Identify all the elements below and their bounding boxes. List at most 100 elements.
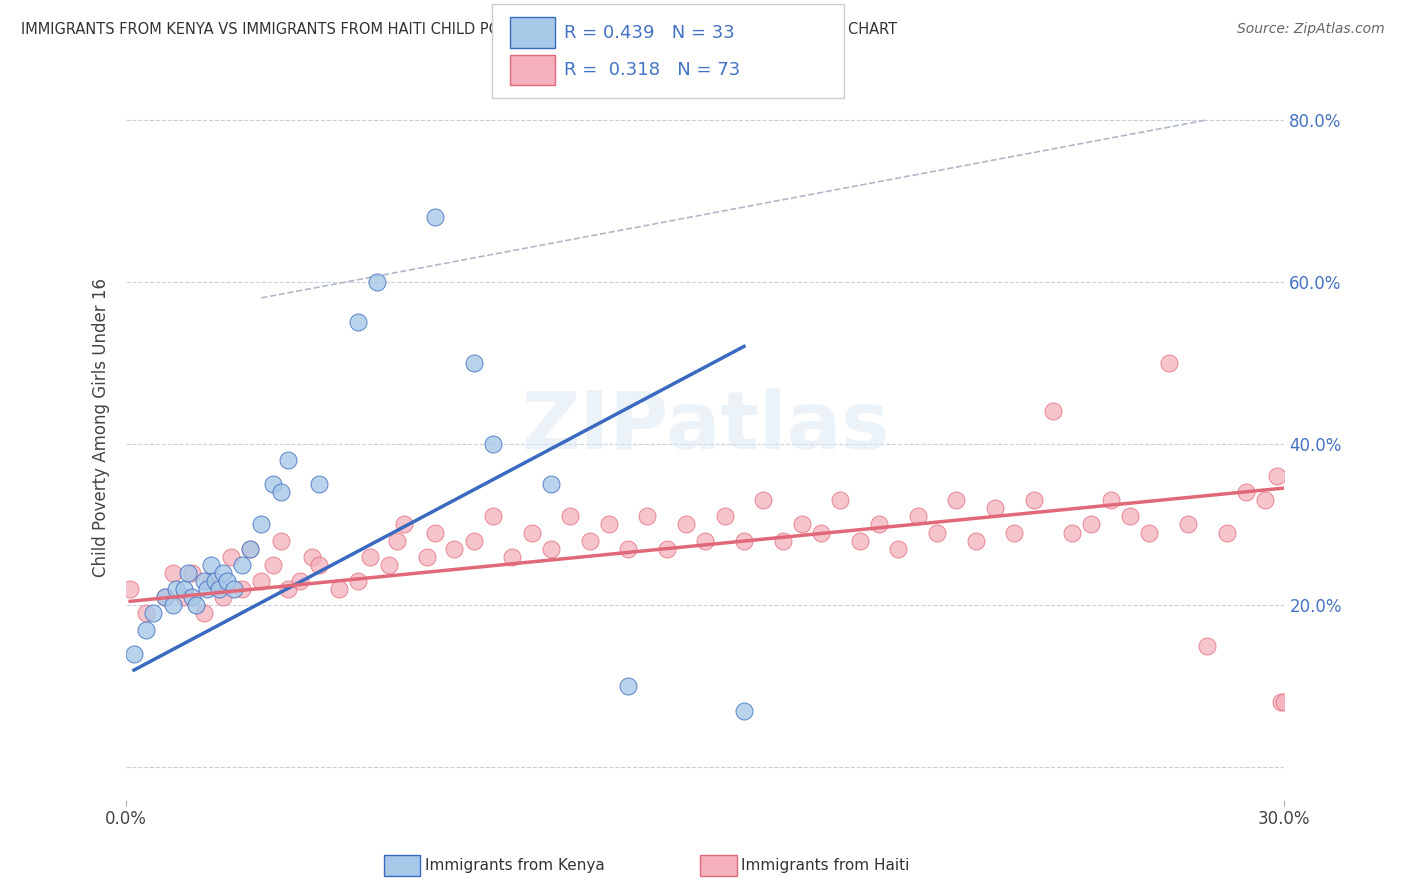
Point	[135, 607, 157, 621]
Point	[416, 549, 439, 564]
Point	[153, 591, 176, 605]
Point	[288, 574, 311, 588]
Point	[211, 566, 233, 580]
Point	[181, 566, 204, 580]
Point	[219, 549, 242, 564]
Point	[1022, 493, 1045, 508]
Point	[830, 493, 852, 508]
Point	[713, 509, 735, 524]
Point	[482, 509, 505, 524]
Point	[617, 679, 640, 693]
Point	[200, 574, 222, 588]
Text: R =  0.318   N = 73: R = 0.318 N = 73	[564, 61, 740, 78]
Point	[1062, 525, 1084, 540]
Point	[120, 582, 142, 596]
Point	[215, 574, 238, 588]
Point	[250, 574, 273, 588]
Point	[173, 582, 195, 596]
Point	[270, 485, 292, 500]
Point	[122, 647, 145, 661]
Point	[378, 558, 401, 572]
Point	[1234, 485, 1257, 500]
Point	[655, 541, 678, 556]
Point	[301, 549, 323, 564]
Point	[224, 582, 246, 596]
Point	[733, 704, 755, 718]
Point	[173, 591, 195, 605]
Point	[366, 275, 388, 289]
Point	[1215, 525, 1237, 540]
Point	[984, 501, 1007, 516]
Point	[772, 533, 794, 548]
Point	[1274, 695, 1296, 709]
Point	[208, 582, 231, 596]
Point	[250, 517, 273, 532]
Point	[790, 517, 813, 532]
Point	[308, 558, 330, 572]
Point	[598, 517, 620, 532]
Point	[463, 533, 485, 548]
Point	[162, 599, 184, 613]
Point	[181, 591, 204, 605]
Point	[482, 436, 505, 450]
Point	[540, 477, 562, 491]
Point	[142, 607, 165, 621]
Point	[347, 315, 370, 329]
Y-axis label: Child Poverty Among Girls Under 16: Child Poverty Among Girls Under 16	[93, 277, 110, 577]
Point	[1099, 493, 1122, 508]
Text: R = 0.439   N = 33: R = 0.439 N = 33	[564, 24, 734, 42]
Point	[135, 623, 157, 637]
Text: Immigrants from Kenya: Immigrants from Kenya	[425, 858, 605, 872]
Point	[752, 493, 775, 508]
Point	[1119, 509, 1142, 524]
Point	[239, 541, 262, 556]
Point	[262, 558, 284, 572]
Point	[200, 558, 222, 572]
Point	[1002, 525, 1025, 540]
Point	[270, 533, 292, 548]
Point	[1265, 468, 1288, 483]
Point	[675, 517, 697, 532]
Point	[193, 574, 215, 588]
Point	[1157, 356, 1180, 370]
Point	[162, 566, 184, 580]
Point	[540, 541, 562, 556]
Point	[945, 493, 967, 508]
Text: IMMIGRANTS FROM KENYA VS IMMIGRANTS FROM HAITI CHILD POVERTY AMONG GIRLS UNDER 1: IMMIGRANTS FROM KENYA VS IMMIGRANTS FROM…	[21, 22, 897, 37]
Point	[810, 525, 832, 540]
Point	[1197, 639, 1219, 653]
Point	[443, 541, 465, 556]
Point	[1042, 404, 1064, 418]
Point	[184, 599, 207, 613]
Point	[578, 533, 600, 548]
Point	[1137, 525, 1160, 540]
Point	[277, 582, 299, 596]
Point	[1254, 493, 1277, 508]
Point	[394, 517, 416, 532]
Point	[423, 525, 446, 540]
Point	[328, 582, 350, 596]
Point	[695, 533, 717, 548]
Point	[195, 582, 218, 596]
Point	[925, 525, 948, 540]
Point	[359, 549, 381, 564]
Point	[239, 541, 262, 556]
Point	[849, 533, 872, 548]
Point	[907, 509, 929, 524]
Point	[177, 566, 200, 580]
Point	[617, 541, 640, 556]
Point	[166, 582, 188, 596]
Point	[560, 509, 582, 524]
Point	[463, 356, 485, 370]
Point	[385, 533, 408, 548]
Point	[887, 541, 910, 556]
Point	[347, 574, 370, 588]
Point	[1270, 695, 1292, 709]
Point	[231, 558, 253, 572]
Point	[204, 574, 226, 588]
Point	[520, 525, 543, 540]
Point	[501, 549, 523, 564]
Point	[211, 591, 233, 605]
Point	[965, 533, 987, 548]
Text: Immigrants from Haiti: Immigrants from Haiti	[741, 858, 910, 872]
